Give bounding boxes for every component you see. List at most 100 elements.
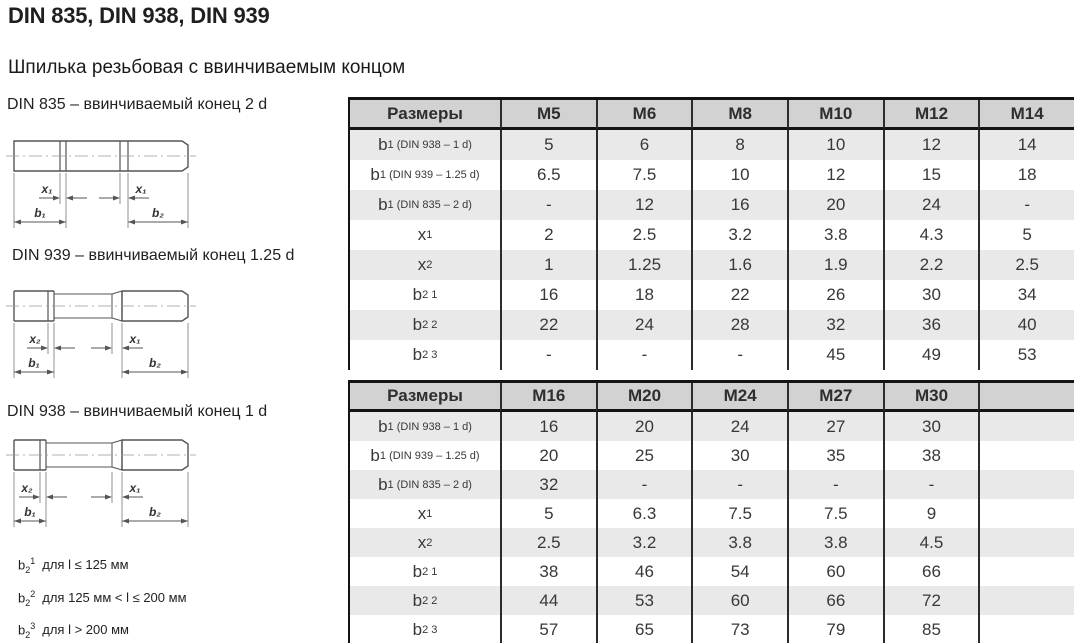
footnote-symbol: b	[18, 557, 26, 573]
stud-svg: x₂ x₁ b₁ b₂	[6, 439, 196, 527]
value-cell: -	[691, 470, 787, 499]
value-cell: 53	[595, 586, 692, 615]
value-cell: 18	[595, 280, 692, 310]
value-cell: 1	[500, 250, 596, 280]
value-cell	[978, 412, 1074, 441]
value-cell: -	[786, 470, 883, 499]
value-cell: 4.3	[882, 220, 979, 250]
value-cell: 12	[882, 130, 979, 160]
value-cell: 53	[978, 340, 1074, 370]
value-cell: 6.3	[595, 499, 692, 528]
value-cell: 12	[595, 190, 692, 220]
din938-caption: DIN 938 – ввинчиваемый конец 1 d	[7, 403, 268, 420]
value-cell: 22	[691, 280, 787, 310]
value-cell: 54	[691, 557, 787, 586]
value-cell: 20	[595, 412, 692, 441]
value-cell: 40	[978, 310, 1074, 340]
dim-label-x-left: x₂	[20, 481, 33, 495]
value-cell: 8	[691, 130, 787, 160]
value-cell: 49	[882, 340, 979, 370]
value-cell: 65	[595, 615, 692, 643]
value-cell	[978, 470, 1074, 499]
value-cell: 27	[786, 412, 883, 441]
table-corner-header: Размеры	[350, 383, 500, 412]
column-header-m16: M16	[500, 383, 596, 412]
column-header-m27: M27	[786, 383, 883, 412]
dimensions-table-m16-m30: Размеры M16 M20 M24 M27 M30 b 1 (DIN 938 – 1 d)…	[348, 380, 1074, 643]
stud-svg: x₁ x₁ b₁ b₂	[6, 140, 196, 228]
value-cell: 16	[500, 412, 596, 441]
din835-caption: DIN 835 – ввинчиваемый конец 2 d	[7, 96, 268, 113]
value-cell: 38	[500, 557, 596, 586]
page-title: DIN 835, DIN 938, DIN 939	[8, 3, 270, 28]
value-cell: 22	[500, 310, 596, 340]
page-subtitle: Шпилька резьбовая с ввинчиваемым концом	[8, 57, 406, 78]
value-cell	[978, 441, 1074, 470]
value-cell: 14	[978, 130, 1074, 160]
value-cell	[978, 499, 1074, 528]
value-cell: 1.9	[786, 250, 883, 280]
dim-label-x-right: x₁	[129, 332, 141, 346]
footnote-sup: 1	[30, 556, 36, 566]
column-header-m30: M30	[882, 383, 979, 412]
value-cell: 7.5	[595, 160, 692, 190]
value-cell: 5	[500, 130, 596, 160]
dim-label-b-right: b₂	[152, 206, 164, 220]
value-cell: 7.5	[786, 499, 883, 528]
value-cell: 3.8	[786, 528, 883, 557]
value-cell: -	[500, 340, 596, 370]
value-cell: 20	[500, 441, 596, 470]
column-header-m12: M12	[882, 100, 979, 130]
din835-drawing: x₁ x₁ b₁ b₂	[4, 126, 204, 241]
dim-label-b-left: b₁	[28, 356, 40, 370]
value-cell: -	[595, 340, 692, 370]
value-cell: 6.5	[500, 160, 596, 190]
footnote-b2-3: b23 для l > 200 мм	[18, 621, 129, 640]
value-cell: 2.5	[500, 528, 596, 557]
value-cell	[978, 586, 1074, 615]
value-cell: 25	[595, 441, 692, 470]
din939-caption: DIN 939 – ввинчиваемый конец 1.25 d	[12, 247, 295, 264]
value-cell: 28	[691, 310, 787, 340]
dim-label-b-right: b₂	[149, 505, 161, 519]
value-cell: 32	[500, 470, 596, 499]
value-cell: 30	[882, 280, 979, 310]
dim-label-x-right: x₁	[129, 481, 141, 495]
value-cell: 5	[978, 220, 1074, 250]
value-cell: 16	[500, 280, 596, 310]
value-cell: 24	[882, 190, 979, 220]
value-cell: 3.8	[691, 528, 787, 557]
value-cell: 1.6	[691, 250, 787, 280]
value-cell: 44	[500, 586, 596, 615]
value-cell: 9	[882, 499, 979, 528]
footnote-text: для l > 200 мм	[42, 622, 129, 638]
footnote-text: для 125 мм < l ≤ 200 мм	[42, 590, 187, 606]
value-cell: 10	[786, 130, 883, 160]
value-cell: 24	[595, 310, 692, 340]
value-cell	[978, 615, 1074, 643]
value-cell: 12	[786, 160, 883, 190]
value-cell: 4.5	[882, 528, 979, 557]
stud-svg: x₂ x₁ b₁ b₂	[6, 290, 196, 378]
value-cell: 57	[500, 615, 596, 643]
value-cell: 3.2	[691, 220, 787, 250]
dim-label-b-left: b₁	[24, 505, 36, 519]
value-cell: 79	[786, 615, 883, 643]
value-cell: 18	[978, 160, 1074, 190]
value-cell: 46	[595, 557, 692, 586]
footnote-sub: 2	[25, 629, 31, 640]
footnote-sup: 3	[30, 621, 36, 631]
value-cell: 66	[786, 586, 883, 615]
column-header-empty	[978, 383, 1074, 412]
column-header-m6: M6	[595, 100, 692, 130]
value-cell: 38	[882, 441, 979, 470]
